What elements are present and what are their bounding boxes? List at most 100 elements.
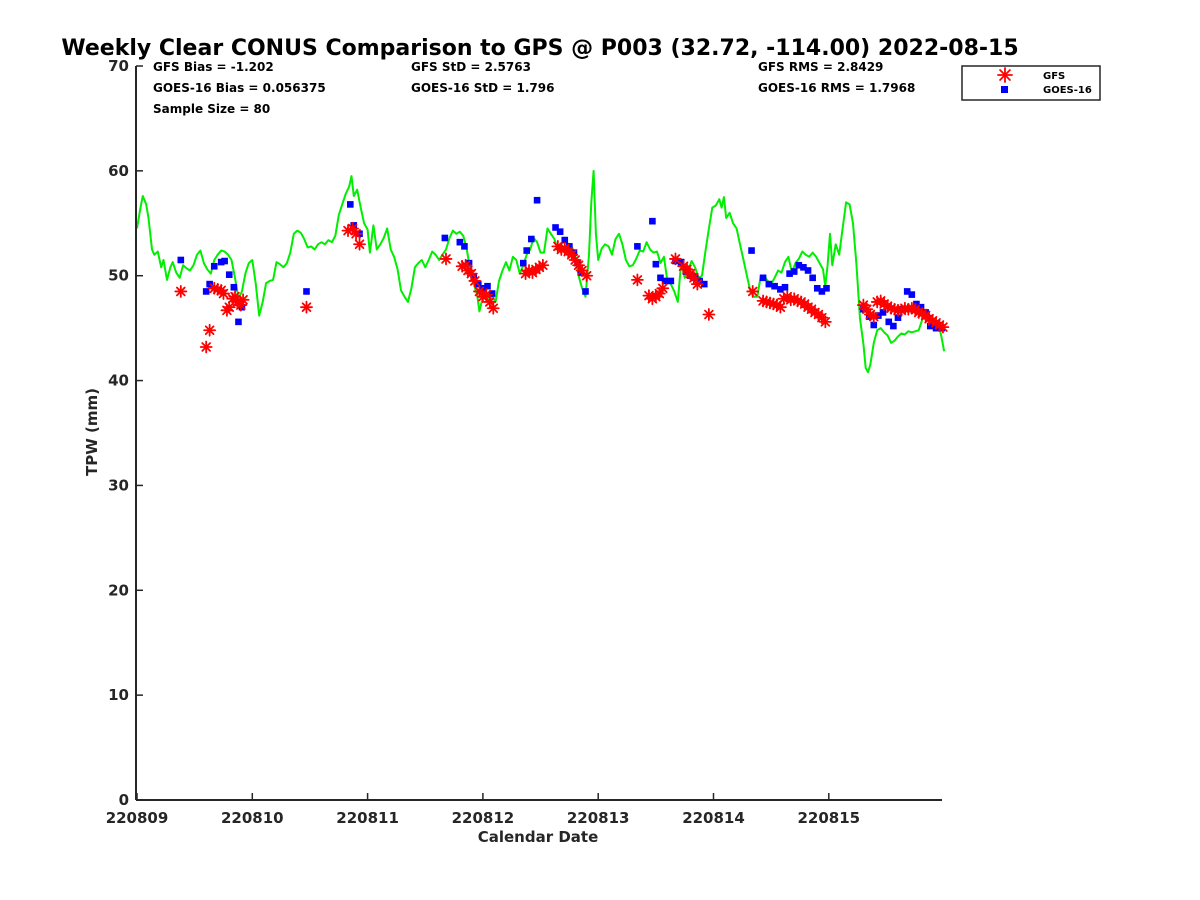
gfs-point [867,310,881,324]
gfs-point [349,227,363,241]
y-axis-label: TPW (mm) [83,388,101,476]
y-tick-label: 60 [108,162,129,180]
gfs-point [439,252,453,266]
x-tick-label: 220814 [682,809,745,827]
goes16-point [809,274,816,282]
goes16-point [777,286,784,293]
goes16-point [790,268,798,275]
goes16-point [441,234,449,242]
goes-std-stat: GOES-16 StD = 1.796 [411,81,554,95]
goes16-point [566,243,573,250]
goes16-point [350,222,358,229]
x-tick-label: 220810 [221,809,284,827]
goes16-point [235,318,242,326]
goes16-point [795,261,803,269]
goes16-point [800,264,807,271]
goes16-point [813,284,821,292]
gfs-point [203,323,217,337]
goes16-point [661,277,669,285]
goes16-point [879,309,887,316]
gfs-point [669,252,682,266]
goes16-point [875,312,882,319]
gps-series-line [136,169,946,374]
goes16-point [303,288,310,295]
gfs-point [468,274,482,288]
y-tick-label: 10 [108,686,129,704]
goes16-point [533,196,541,204]
goes16-point [903,288,911,295]
gfs-point [300,300,313,314]
gfs-point [936,320,950,334]
y-tick-label: 50 [108,267,129,285]
goes16-point [786,270,793,277]
plot-area [136,169,950,374]
gfs-point [174,285,188,298]
goes16-point [484,282,491,290]
gfs-point [353,237,366,251]
goes16-point [634,243,641,250]
goes16-point [667,277,675,285]
goes16-point [556,228,564,235]
goes16-point [649,217,656,225]
x-tick-label: 220812 [452,809,515,827]
goes16-point [552,224,559,231]
goes16-point [465,259,473,267]
goes16-point [230,283,238,291]
goes-rms-stat: GOES-16 RMS = 1.7968 [758,81,915,95]
sample-size-stat: Sample Size = 80 [153,102,270,116]
goes16-point [225,271,233,278]
gfs-std-stat: GFS StD = 2.5763 [411,60,531,74]
goes16-point [926,322,934,330]
goes16-point [885,318,893,326]
gfs-point [217,287,230,300]
legend-gfs-marker [997,67,1013,83]
gfs-point [631,273,644,287]
gfs-point [199,340,213,354]
goes16-point [202,288,210,295]
gfs-point [702,308,716,321]
goes16-point [217,258,225,266]
x-tick-label: 220813 [567,809,630,827]
goes16-point [781,283,789,291]
goes16-point [804,267,812,274]
legend-goes-label: GOES-16 [1043,85,1092,96]
y-tick-label: 40 [108,372,129,390]
goes16-point [917,303,925,311]
goes-bias-stat: GOES-16 Bias = 0.056375 [153,81,326,95]
goes16-point [519,259,527,267]
goes16-point [870,321,878,329]
goes16-point [765,280,773,288]
goes16-point [657,274,664,282]
goes16-point [456,238,464,246]
goes16-point [488,290,496,297]
goes16-point [528,235,535,243]
gfs-point [746,285,760,298]
goes16-point [771,282,778,290]
goes16-point [759,274,767,282]
gfs-point [236,293,250,307]
gfs-point [473,285,486,298]
gfs-point [222,300,236,314]
goes16-point [461,243,468,250]
goes16-point [818,288,826,295]
axes: 0 10 20 30 40 50 60 70 220809 220810 220811 220812 2… [106,57,942,827]
y-tick-label: 0 [119,791,129,809]
legend-gfs-asterisk [997,67,1013,83]
y-tick-label: 20 [108,581,129,599]
x-tick-label: 220815 [797,809,860,827]
goes16-point [582,288,589,295]
gfs-point [580,269,594,283]
x-tick-label: 220809 [106,809,169,827]
goes16-point [894,314,902,321]
legend: GFS GOES-16 [961,65,1101,101]
y-tick-label: 30 [108,476,129,494]
legend-gfs-label: GFS [1043,71,1065,82]
gfs-point [486,301,500,315]
legend-box [961,65,1101,101]
goes16-point [748,247,755,254]
legend-goes-marker [1001,86,1008,93]
goes16-point [177,256,185,264]
goes16-point [470,274,477,282]
stats-block: GFS Bias = -1.202 GOES-16 Bias = 0.05637… [153,60,915,116]
